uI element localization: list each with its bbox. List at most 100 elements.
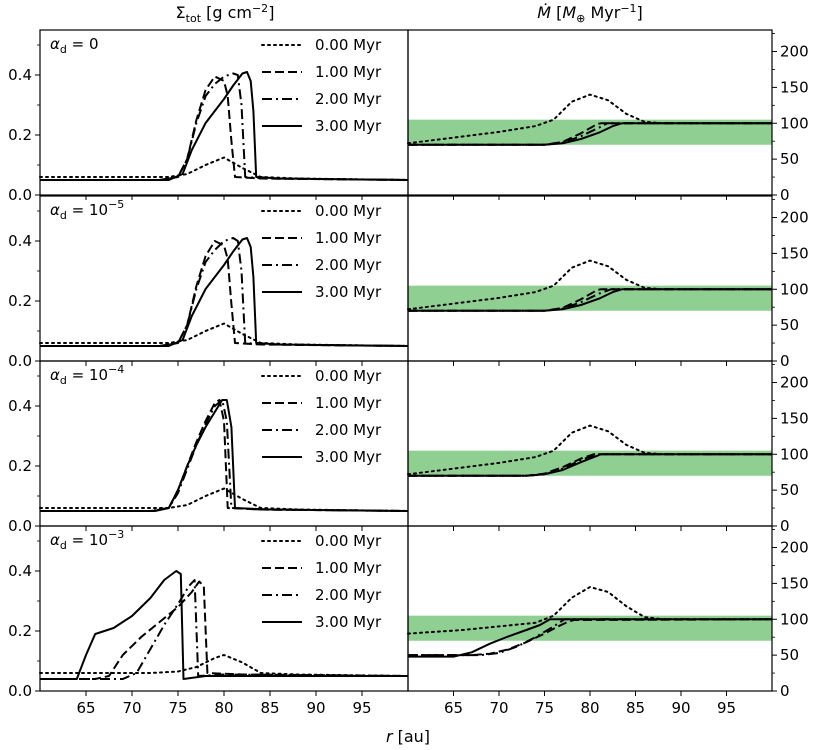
legend-label-0-3: 3.00 Myr [315, 117, 382, 135]
mdot-ytick-label-0-1: 50 [780, 150, 799, 168]
sigma-series-2-1 [40, 399, 409, 512]
mdot-ytick-label-3-0: 0 [780, 682, 790, 700]
sigma-ytick-label-0-2: 0.4 [8, 66, 32, 84]
mdot-ytick-label-0-0: 0 [780, 186, 790, 204]
sigma-ytick-label-0-1: 0.2 [8, 126, 32, 144]
sigma-ytick-label-2-1: 0.2 [8, 457, 32, 475]
sigma-series-3-0 [39, 654, 409, 677]
left-xtick-label-4: 85 [260, 699, 279, 717]
x-axis-label: r [au] [386, 727, 430, 746]
row-3: 0 50 100 150 200 65 70 75 80 85 90 95 0.0 0.2 0.4 65 70 7… [8, 525, 809, 717]
legend-1: 0.00 Myr 1.00 Myr 2.00 Myr 3.00 Myr [261, 202, 382, 301]
right-xtick-label-6: 95 [717, 699, 736, 717]
mdot-ytick-label-2-1: 50 [780, 481, 799, 499]
legend-label-3-3: 3.00 Myr [315, 613, 382, 631]
mdot-series-2-2 [408, 453, 772, 477]
sigma-series-3-1 [40, 580, 409, 680]
right-xtick-label-1: 70 [489, 699, 508, 717]
legend-label-1-0: 0.00 Myr [315, 202, 382, 220]
legend-label-2-0: 0.00 Myr [315, 367, 382, 385]
sigma-panel-1: 0.0 0.2 0.4 αd = 10−5 0.00 Myr 1.00 Myr 2.00 M… [8, 195, 409, 370]
sigma-panel-0: 0.0 0.2 0.4 αd = 0 0.00 Myr 1.00 Myr 2.00 Myr 3… [8, 29, 409, 204]
mdot-ytick-label-1-0: 0 [780, 352, 790, 370]
sigma-series-1-0 [39, 322, 409, 347]
row-2: 0 50 100 150 200 0.0 0.2 0.4 αd = 10−4 0.00 Myr 1.… [8, 360, 809, 535]
legend-label-3-1: 1.00 Myr [315, 559, 382, 577]
mdot-ytick-label-0-4: 200 [780, 43, 809, 61]
legend-label-0-2: 2.00 Myr [315, 90, 382, 108]
legend-label-1-2: 2.00 Myr [315, 256, 382, 274]
legend-label-2-2: 2.00 Myr [315, 421, 382, 439]
mdot-ytick-label-3-2: 100 [780, 610, 809, 628]
sigma-ytick-label-0-0: 0.0 [8, 186, 32, 204]
alpha-label-0: αd = 0 [50, 35, 99, 56]
right-xtick-label-2: 75 [535, 699, 554, 717]
legend-label-0-1: 1.00 Myr [315, 63, 382, 81]
mdot-panel-0: 0 50 100 150 200 [407, 29, 809, 204]
alpha-label-1: αd = 10−5 [50, 198, 124, 222]
mdot-ytick-label-3-3: 150 [780, 574, 809, 592]
sigma-ytick-label-1-1: 0.2 [8, 292, 32, 310]
legend-label-1-3: 3.00 Myr [315, 283, 382, 301]
sigma-frame-0 [39, 29, 409, 196]
legend-2: 0.00 Myr 1.00 Myr 2.00 Myr 3.00 Myr [261, 367, 382, 466]
legend-label-3-2: 2.00 Myr [315, 586, 382, 604]
mdot-panel-3: 0 50 100 150 200 65 70 75 80 85 90 95 [407, 525, 809, 717]
legend-label-3-0: 0.00 Myr [315, 532, 382, 550]
sigma-ytick-label-3-2: 0.4 [8, 562, 32, 580]
legend-label-0-0: 0.00 Myr [315, 36, 382, 54]
sigma-frame-1 [39, 195, 409, 362]
mdot-series-0-3 [408, 122, 772, 146]
mdot-frame-3 [407, 525, 773, 692]
legend-0: 0.00 Myr 1.00 Myr 2.00 Myr 3.00 Myr [261, 36, 382, 135]
sigma-series-3-3 [40, 570, 408, 680]
sigma-series-1-3 [40, 237, 409, 347]
alpha-label-3: αd = 10−3 [50, 528, 124, 552]
mdot-ytick-label-0-3: 150 [780, 78, 809, 96]
right-xtick-label-0: 65 [444, 699, 463, 717]
right-xtick-label-5: 90 [671, 699, 690, 717]
mdot-series-3-0 [407, 586, 773, 635]
mdot-ytick-label-3-1: 50 [780, 646, 799, 664]
sigma-ytick-label-1-0: 0.0 [8, 352, 32, 370]
sigma-frame-3 [39, 525, 409, 692]
sigma-series-2-3 [40, 399, 409, 512]
sigma-ytick-label-2-2: 0.4 [8, 397, 32, 415]
sigma-series-1-2 [40, 237, 409, 347]
sigma-series-0-2 [40, 72, 409, 181]
sigma-series-0-0 [39, 156, 409, 181]
sigma-ytick-label-1-2: 0.4 [8, 232, 32, 250]
right-column-title: Ṁ [M⊕ Myr−1] [537, 2, 643, 25]
mdot-series-1-2 [408, 288, 772, 312]
mdot-ytick-label-1-2: 100 [780, 280, 809, 298]
mdot-frame-1 [407, 195, 773, 362]
mdot-ytick-label-2-2: 100 [780, 445, 809, 463]
left-xtick-label-5: 90 [306, 699, 325, 717]
legend-label-1-1: 1.00 Myr [315, 229, 382, 247]
left-xtick-label-6: 95 [352, 699, 371, 717]
mdot-series-3-3 [408, 618, 772, 658]
sigma-series-0-3 [40, 71, 409, 181]
mdot-ytick-label-1-3: 150 [780, 244, 809, 262]
sigma-series-2-0 [39, 487, 409, 512]
left-xtick-label-3: 80 [214, 699, 233, 717]
legend-3: 0.00 Myr 1.00 Myr 2.00 Myr 3.00 Myr [261, 532, 382, 631]
left-xtick-label-0: 65 [76, 699, 95, 717]
mdot-ytick-label-3-4: 200 [780, 539, 809, 557]
row-1: 0 50 100 150 200 0.0 0.2 0.4 αd = 10−5 0.00 Myr 1.… [8, 195, 809, 370]
sigma-panel-2: 0.0 0.2 0.4 αd = 10−4 0.00 Myr 1.00 Myr 2.00 M… [8, 360, 409, 535]
right-xtick-label-4: 85 [626, 699, 645, 717]
mdot-frame-0 [407, 29, 773, 196]
mdot-series-1-3 [408, 288, 772, 312]
alpha-label-2: αd = 10−4 [50, 363, 124, 387]
right-xtick-label-3: 80 [580, 699, 599, 717]
sigma-ytick-label-2-0: 0.0 [8, 517, 32, 535]
mdot-ytick-label-0-2: 100 [780, 114, 809, 132]
mdot-panel-2: 0 50 100 150 200 [407, 360, 809, 535]
left-xtick-label-1: 70 [122, 699, 141, 717]
mdot-frame-2 [407, 360, 773, 527]
mdot-series-0-2 [408, 122, 772, 146]
mdot-ytick-label-1-4: 200 [780, 209, 809, 227]
mdot-ytick-label-2-4: 200 [780, 374, 809, 392]
